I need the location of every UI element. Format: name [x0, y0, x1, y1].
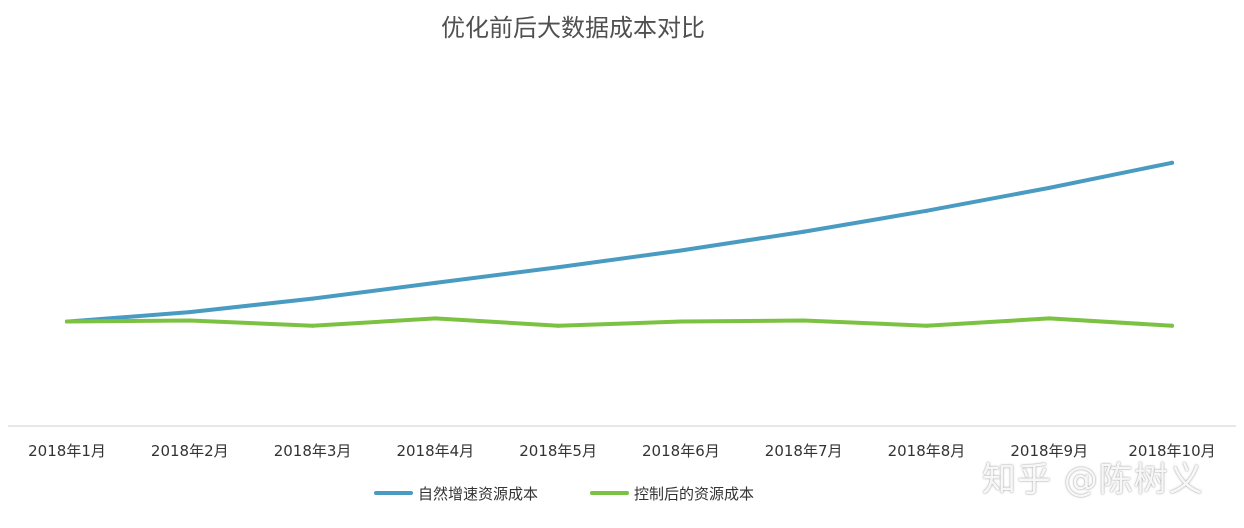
x-tick-label: 2018年2月 — [151, 442, 229, 460]
series-2-point — [556, 323, 561, 328]
series-2-point — [924, 323, 929, 328]
legend-label-1: 自然增速资源成本 — [418, 485, 538, 503]
series-1-point — [433, 280, 438, 285]
series-2-point — [1047, 316, 1052, 321]
series-2-point — [65, 319, 69, 324]
x-tick-label: 2018年9月 — [1010, 442, 1088, 460]
series-1-point — [1170, 160, 1174, 165]
x-tick-label: 2018年8月 — [888, 442, 966, 460]
series-2-point — [678, 319, 683, 324]
legend: 自然增速资源成本 控制后的资源成本 — [374, 485, 754, 503]
legend-label-2: 控制后的资源成本 — [634, 485, 754, 503]
series-1-point — [556, 265, 561, 270]
x-tick-label: 2018年10月 — [1128, 442, 1215, 460]
watermark: 知乎 @陈树义 — [982, 460, 1204, 500]
series-line-2 — [65, 316, 1174, 328]
x-tick-label: 2018年6月 — [642, 442, 720, 460]
series-1-point — [310, 296, 315, 301]
x-tick-label: 2018年5月 — [519, 442, 597, 460]
chart-title: 优化前后大数据成本对比 — [441, 14, 705, 42]
x-tick-label: 2018年3月 — [274, 442, 352, 460]
series-1-point — [924, 208, 929, 213]
x-tick-label: 2018年4月 — [396, 442, 474, 460]
x-tick-label: 2018年7月 — [765, 442, 843, 460]
series-2-point — [187, 318, 192, 323]
series-line-1 — [65, 160, 1174, 324]
series-1-point — [187, 310, 192, 315]
series-2-point — [310, 323, 315, 328]
series-2-point — [1170, 323, 1174, 328]
series-1-point — [678, 248, 683, 253]
series-1-point — [801, 229, 806, 234]
x-tick-labels: 2018年1月 2018年2月 2018年3月 2018年4月 2018年5月 2018年… — [28, 442, 1215, 460]
series-layer — [65, 160, 1174, 328]
series-1-point — [1047, 185, 1052, 190]
x-tick-label: 2018年1月 — [28, 442, 106, 460]
series-2-point — [801, 318, 806, 323]
series-2-point — [433, 316, 438, 321]
